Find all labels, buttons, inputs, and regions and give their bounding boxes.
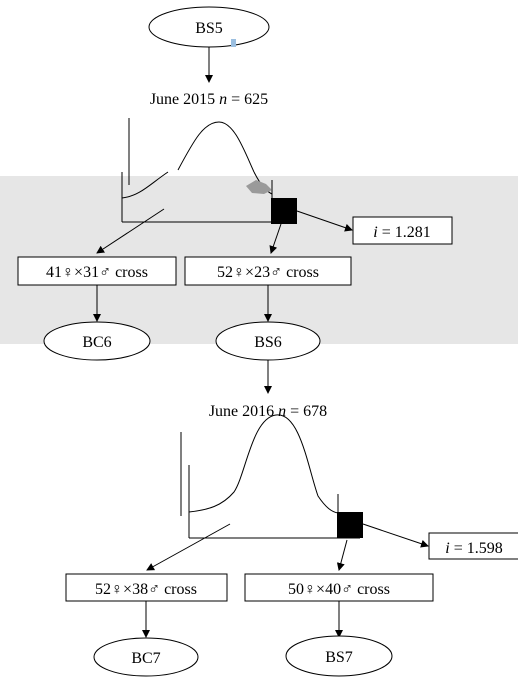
curve-2016 (188, 414, 339, 514)
generation-2016-n-value: = 678 (286, 403, 327, 420)
arrow-to-intensity-2015 (296, 210, 353, 232)
curve-2015-left-tail (121, 171, 169, 199)
cross-2015-left-label: 41♀×31♂ cross (46, 264, 148, 281)
selected-tail-2015 (271, 198, 297, 224)
arrow-to-cross-2015-right (269, 223, 282, 254)
node-bc7 (93, 637, 199, 677)
selection-intensity-2016 (428, 532, 518, 560)
distribution-2015 (121, 39, 297, 224)
node-bc6 (43, 321, 151, 361)
selection-intensity-2016-label: i = 1.598 (445, 540, 502, 557)
intensity-2015-value: = 1.281 (378, 224, 431, 241)
cross-2015-right-label: 52♀×23♂ cross (217, 264, 319, 281)
node-bc6-label: BC6 (82, 334, 111, 351)
arrow-to-cross-2016-left (146, 523, 231, 571)
selection-intensity-2015 (352, 216, 453, 245)
generation-2015-n-symbol: n (219, 91, 227, 108)
cross-2016-left-label: 52♀×38♂ cross (95, 581, 197, 598)
node-bs7 (285, 635, 393, 677)
intensity-2016-value: = 1.598 (450, 540, 503, 557)
curve-2015-peak (177, 121, 255, 173)
arrow-to-intensity-2016 (362, 523, 429, 548)
node-bs5-label: BS5 (195, 20, 223, 37)
cross-box-2016-left (65, 573, 228, 602)
blue-mark (231, 39, 236, 47)
generation-2016-n-symbol: n (278, 403, 286, 420)
intensity-2015-symbol: i (373, 224, 377, 241)
generation-2016-label: June 2016 n = 678 (209, 403, 327, 420)
generation-2015-date: June 2015 (150, 91, 219, 108)
generation-2015-n-value: = 625 (227, 91, 268, 108)
arrow-to-cross-2015-left (96, 208, 165, 254)
generation-2015-label: June 2015 n = 625 (150, 91, 268, 108)
intensity-2016-symbol: i (445, 540, 449, 557)
tail-area-shading-2015 (246, 180, 272, 194)
node-bs7-label: BS7 (325, 649, 353, 666)
cross-box-2016-right (244, 573, 434, 602)
cross-box-2015-right (184, 256, 352, 286)
generation-2016-date: June 2016 (209, 403, 278, 420)
distribution-2016 (180, 414, 363, 539)
selected-tail-2016 (337, 512, 363, 538)
selection-intensity-2015-label: i = 1.281 (373, 224, 430, 241)
node-bc7-label: BC7 (131, 650, 160, 667)
arrow-to-cross-2016-right (336, 539, 348, 571)
cross-2016-right-label: 50♀×40♂ cross (288, 581, 390, 598)
node-bs6-label: BS6 (254, 334, 282, 351)
cross-box-2015-left (17, 256, 177, 286)
